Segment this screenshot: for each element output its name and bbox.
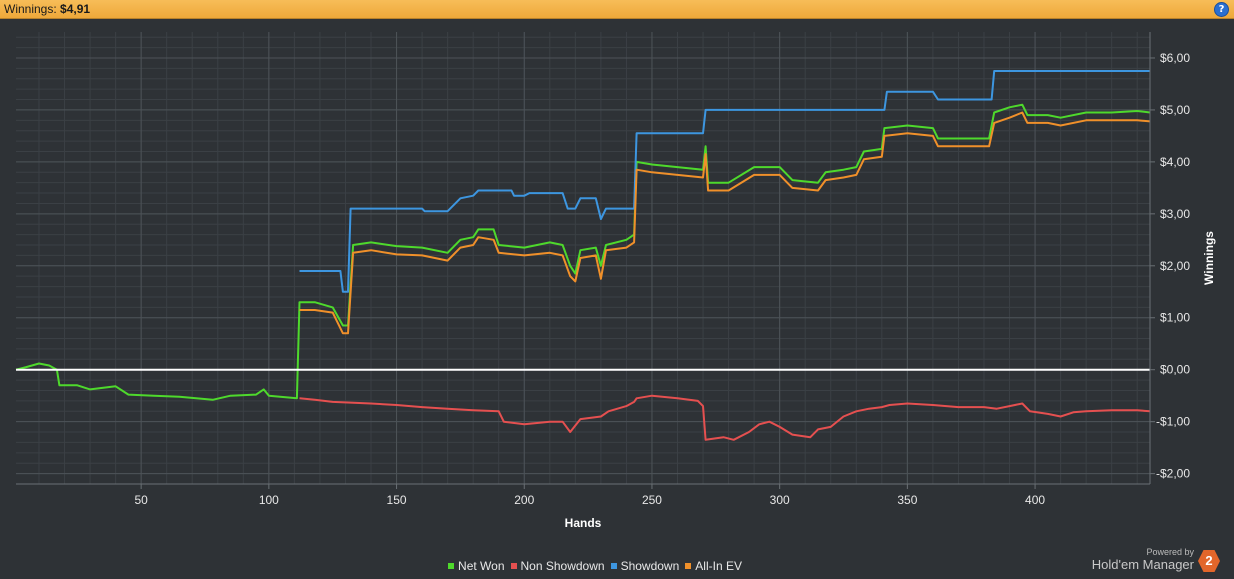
x-tick-label: 400: [1025, 493, 1045, 507]
holdem-manager-logo-icon: 2: [1198, 550, 1220, 572]
legend-label: Net Won: [458, 559, 505, 573]
series-line-non-showdown: [299, 394, 1151, 441]
x-tick-label: 250: [642, 493, 662, 507]
powered-by-text: Powered by: [1146, 547, 1194, 557]
winnings-label-text: Winnings:: [4, 2, 57, 16]
legend-item-non-showdown[interactable]: Non Showdown: [510, 559, 605, 573]
x-tick-label: 350: [897, 493, 917, 507]
y-tick-label: $4,00: [1160, 155, 1190, 169]
x-tick-label: 300: [770, 493, 790, 507]
legend-label: All-In EV: [695, 559, 742, 573]
y-tick-label: $6,00: [1160, 51, 1190, 65]
y-tick-label: $2,00: [1160, 259, 1190, 273]
winnings-value: $4,91: [60, 2, 91, 16]
legend-item-showdown[interactable]: Showdown: [610, 559, 680, 573]
series-line-all-in-ev: [299, 111, 1151, 335]
series-line-showdown: [299, 70, 1150, 293]
y-tick-label: -$2,00: [1156, 467, 1190, 481]
series-layer: [15, 70, 1151, 441]
x-axis: 50 100 150 200 250 300 350 400: [16, 483, 1150, 507]
legend-label: Showdown: [620, 559, 680, 573]
series-line-net-won: [15, 103, 1151, 401]
y-tick-label: $3,00: [1160, 207, 1190, 221]
legend-swatch: [610, 563, 617, 569]
y-axis-title: Winnings: [1202, 231, 1216, 285]
winnings-label: Winnings: $4,91: [4, 2, 90, 16]
legend-swatch: [448, 563, 455, 569]
x-tick-label: 200: [514, 493, 534, 507]
x-tick-label: 100: [259, 493, 279, 507]
chart-legend: Net Won Non Showdown Showdown All-In EV: [0, 559, 1190, 573]
x-tick-label: 50: [134, 493, 148, 507]
help-icon[interactable]: ?: [1214, 2, 1229, 17]
brand-name: Hold'em Manager: [1091, 557, 1194, 572]
legend-item-net-won[interactable]: Net Won: [448, 559, 505, 573]
y-tick-label: -$1,00: [1156, 415, 1190, 429]
y-tick-label: $5,00: [1160, 103, 1190, 117]
y-tick-label: $0,00: [1160, 363, 1190, 377]
brand-block: Powered by Hold'em Manager: [1092, 547, 1194, 573]
winnings-header-bar: Winnings: $4,91 ?: [0, 0, 1234, 19]
y-tick-label: $1,00: [1160, 311, 1190, 325]
legend-item-all-in-ev[interactable]: All-In EV: [685, 559, 742, 573]
legend-swatch: [685, 563, 692, 569]
x-axis-title: Hands: [565, 516, 602, 530]
legend-swatch: [510, 563, 517, 569]
legend-label: Non Showdown: [520, 559, 605, 573]
x-tick-label: 150: [387, 493, 407, 507]
y-axis: $6,00 $5,00 $4,00 $3,00 $2,00 $1,00 $0,00 -$1,0…: [1149, 32, 1190, 484]
